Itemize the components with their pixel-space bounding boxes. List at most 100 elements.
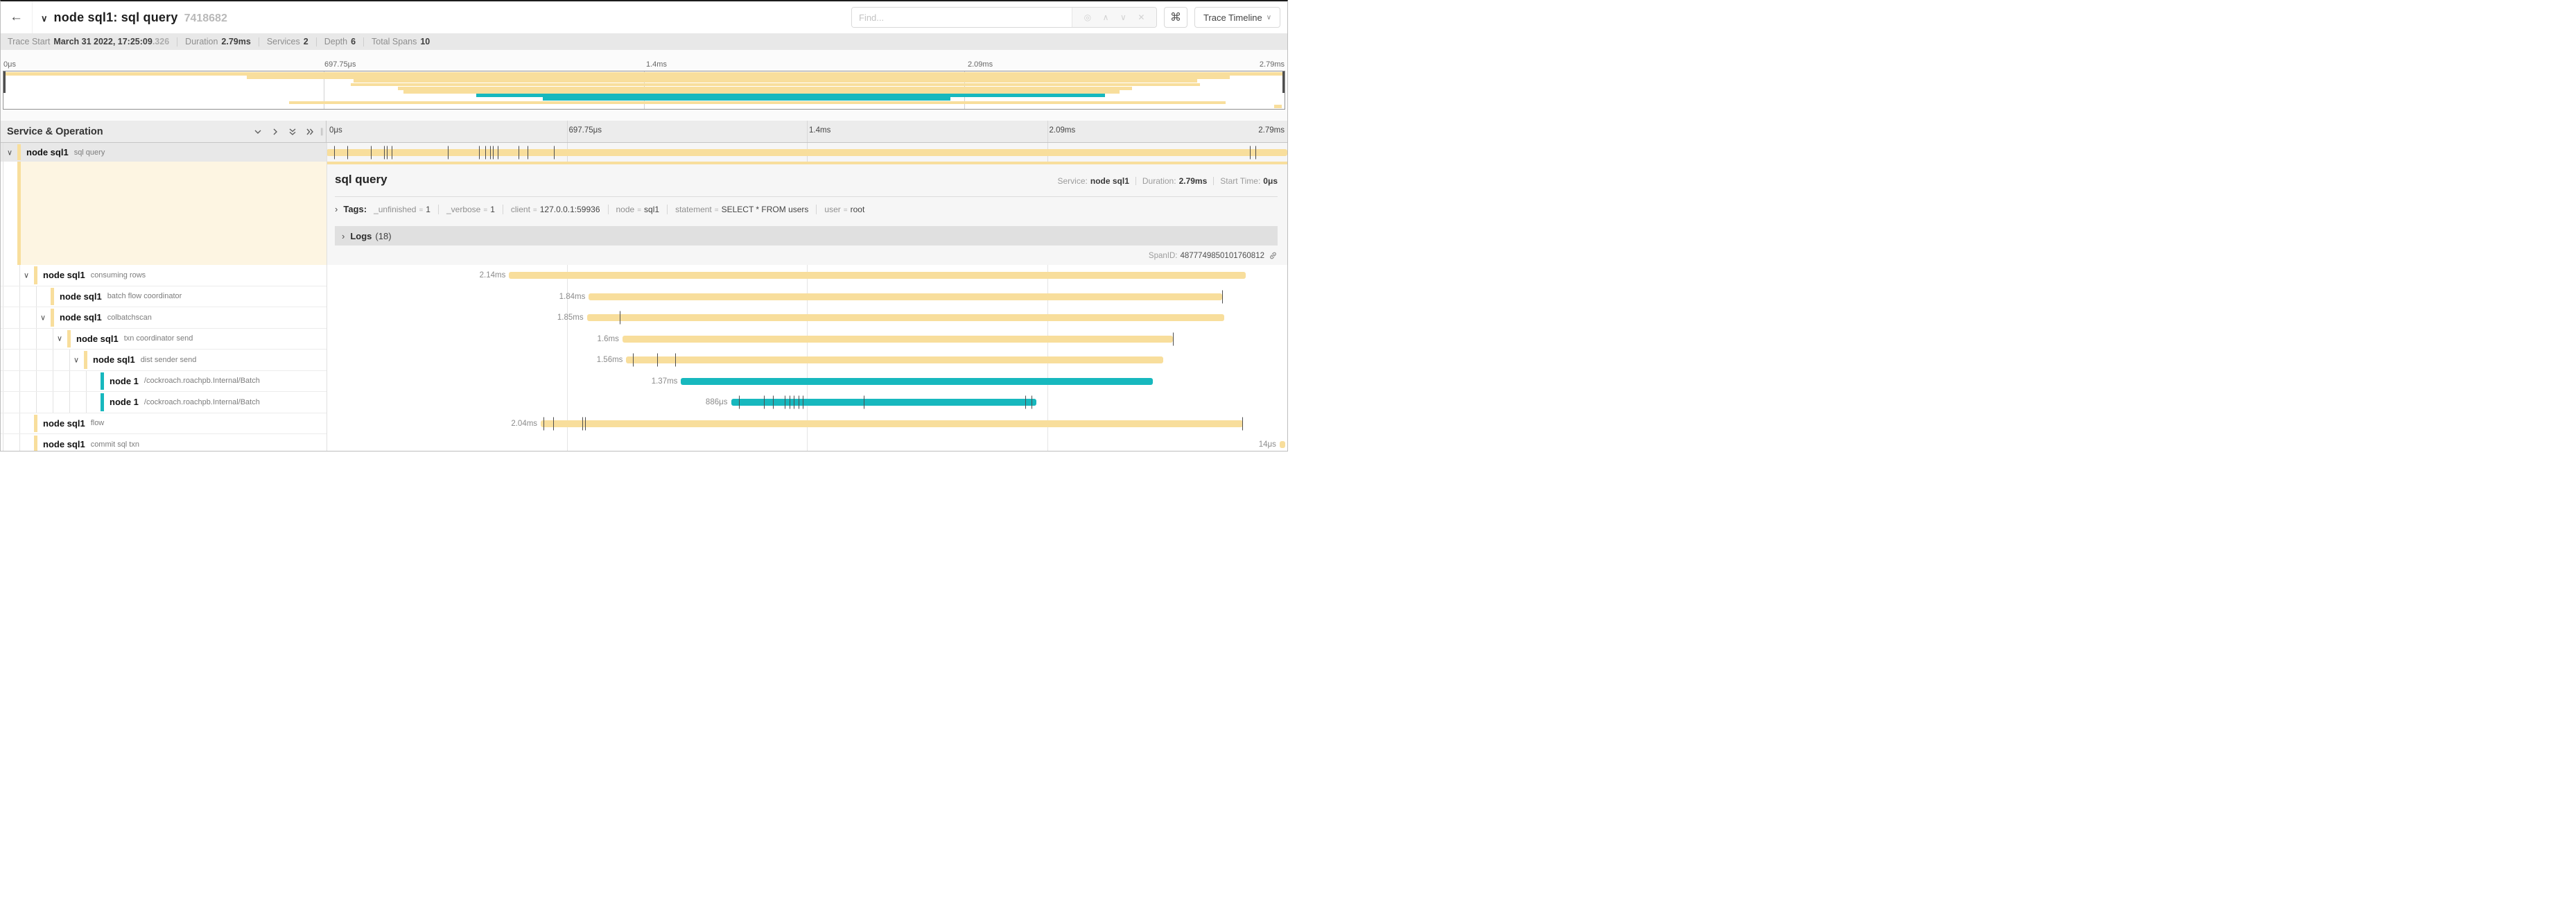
log-marker	[1025, 395, 1026, 409]
span-bar[interactable]	[731, 399, 1037, 406]
find-locate-icon[interactable]: ◎	[1084, 12, 1092, 22]
indent-guide	[36, 286, 37, 307]
span-bar[interactable]	[327, 148, 1287, 156]
span-bar[interactable]	[681, 377, 1153, 385]
span-tree-item[interactable]: node sql1 batch flow coordinator	[1, 286, 327, 307]
collapse-one-icon[interactable]	[253, 127, 263, 137]
span-bar[interactable]	[589, 293, 1222, 300]
indent-guide	[36, 307, 37, 328]
chevron-down-icon[interactable]: ∨	[40, 313, 46, 322]
span-color-bar	[34, 436, 37, 451]
minimap-canvas[interactable]	[3, 71, 1285, 110]
minimap-span-bar	[247, 76, 1230, 79]
span-timeline-row[interactable]: 1.37ms	[327, 371, 1287, 393]
log-marker	[553, 417, 555, 431]
link-icon[interactable]	[1269, 251, 1278, 260]
tag-item[interactable]: statement = SELECT * FROM users	[667, 204, 808, 214]
span-row[interactable]: ∨ node sql1 consuming rows 2.14ms	[1, 265, 1287, 286]
tag-item[interactable]: _verbose = 1	[437, 204, 495, 214]
span-tree-item[interactable]: node sql1 commit sql txn	[1, 434, 327, 451]
indent-guide	[19, 350, 20, 370]
log-marker	[1221, 290, 1223, 304]
tag-item[interactable]: node = sql1	[607, 204, 659, 214]
minimap-span-row	[3, 97, 1285, 101]
service-name: node sql1	[60, 312, 102, 323]
span-row[interactable]: ∨ node sql1 sql query	[1, 143, 1287, 162]
span-timeline-row[interactable]: 2.14ms	[327, 265, 1287, 286]
span-tree-item[interactable]: ∨ node sql1 dist sender send	[1, 350, 327, 371]
minimap-span-rows	[3, 72, 1285, 108]
span-labels: node 1/cockroach.roachpb.Internal/Batch	[110, 371, 260, 392]
span-timeline-row[interactable]: 1.6ms	[327, 329, 1287, 350]
tags-section[interactable]: › Tags: _unfinished = 1 _verbose = 1 client = 12…	[335, 204, 1278, 214]
expand-all-icon[interactable]	[305, 127, 315, 137]
trace-collapse-chevron-icon[interactable]: ∨	[41, 12, 48, 24]
span-tree-item[interactable]: node 1/cockroach.roachpb.Internal/Batch	[1, 392, 327, 413]
depth-value: 6	[351, 37, 356, 46]
service-name: node 1	[110, 397, 139, 408]
logs-section[interactable]: › Logs (18)	[335, 226, 1278, 246]
minimap-gap	[1, 110, 1287, 121]
log-marker	[492, 146, 494, 159]
timeline-header-row: Service & Operation ∥ 0μs 697.75μs 1.4ms…	[1, 121, 1287, 143]
span-row[interactable]: ∨ node sql1 colbatchscan 1.85ms	[1, 307, 1287, 329]
span-detail-row: sql query Service: node sql1 Duration: 2…	[1, 162, 1287, 265]
find-clear-icon[interactable]: ✕	[1138, 12, 1145, 22]
keyboard-shortcuts-button[interactable]: ⌘	[1164, 7, 1187, 28]
indent-guide	[86, 370, 87, 391]
span-bar[interactable]	[626, 356, 1164, 364]
minimap-span-row	[3, 72, 1285, 76]
span-row[interactable]: node 1/cockroach.roachpb.Internal/Batch 8…	[1, 392, 1287, 413]
span-timeline-row[interactable]: 1.84ms	[327, 286, 1287, 308]
find-next-icon[interactable]: ∨	[1120, 12, 1126, 22]
minimap-gridline	[964, 71, 965, 109]
find-input[interactable]	[852, 8, 1072, 27]
span-timeline-row[interactable]: 1.56ms	[327, 350, 1287, 371]
tag-item[interactable]: _unfinished = 1	[374, 205, 430, 214]
span-tree-item[interactable]: node 1/cockroach.roachpb.Internal/Batch	[1, 370, 327, 392]
span-duration-label: 1.85ms	[557, 313, 584, 322]
chevron-down-icon[interactable]: ∨	[7, 148, 13, 157]
depth-label: Depth	[324, 37, 348, 46]
view-select-button[interactable]: Trace Timeline ∨	[1194, 7, 1280, 28]
span-timeline-row[interactable]: 2.04ms	[327, 413, 1287, 435]
span-row[interactable]: node sql1 batch flow coordinator 1.84ms	[1, 286, 1287, 308]
tag-item[interactable]: user = root	[816, 204, 864, 214]
span-row[interactable]: node 1/cockroach.roachpb.Internal/Batch 1…	[1, 370, 1287, 393]
minimap-right-scrubber[interactable]	[1282, 71, 1285, 94]
tag-key: user	[824, 204, 841, 214]
span-bar[interactable]	[586, 314, 1224, 322]
span-tree-item[interactable]: node sql1 flow	[1, 413, 327, 434]
span-tree-item[interactable]: ∨ node sql1 sql query	[1, 143, 327, 162]
span-timeline-row[interactable]	[327, 143, 1287, 162]
page-title: node sql1: sql query	[53, 10, 178, 24]
column-resizer-handle[interactable]: ∥	[320, 128, 324, 136]
span-tree-item[interactable]: ∨ node sql1 consuming rows	[1, 265, 327, 286]
span-bar[interactable]	[1279, 441, 1286, 449]
operation-name: /cockroach.roachpb.Internal/Batch	[143, 377, 260, 386]
minimap-left-scrubber[interactable]	[3, 71, 6, 94]
span-row[interactable]: ∨ node sql1 dist sender send 1.56ms	[1, 350, 1287, 371]
span-row[interactable]: ∨ node sql1 txn coordinator send 1.6ms	[1, 328, 1287, 350]
span-bar[interactable]	[622, 335, 1174, 343]
span-row[interactable]: node sql1 commit sql txn 14μs	[1, 434, 1287, 451]
chevron-down-icon[interactable]: ∨	[24, 271, 30, 280]
chevron-down-icon[interactable]: ∨	[57, 334, 63, 343]
back-button[interactable]: ←	[1, 1, 33, 33]
span-detail-accent	[20, 162, 327, 265]
span-timeline-row[interactable]: 1.85ms	[327, 307, 1287, 329]
span-timeline-row[interactable]: 14μs	[327, 434, 1287, 451]
span-timeline-row[interactable]: 886μs	[327, 392, 1287, 413]
span-bar[interactable]	[509, 272, 1246, 280]
find-prev-icon[interactable]: ∧	[1102, 12, 1109, 22]
expand-one-icon[interactable]	[270, 127, 280, 137]
span-tree-item[interactable]: ∨ node sql1 txn coordinator send	[1, 328, 327, 350]
tag-item[interactable]: client = 127.0.0.1:59936	[502, 204, 600, 214]
span-tree-item[interactable]: ∨ node sql1 colbatchscan	[1, 307, 327, 329]
minimap-span-row	[3, 79, 1285, 83]
chevron-down-icon[interactable]: ∨	[73, 356, 80, 365]
span-bar[interactable]	[541, 420, 1244, 427]
collapse-all-icon[interactable]	[288, 127, 297, 137]
span-row[interactable]: node sql1 flow 2.04ms	[1, 413, 1287, 435]
span-id-value: 4877749850101760812	[1180, 251, 1264, 260]
